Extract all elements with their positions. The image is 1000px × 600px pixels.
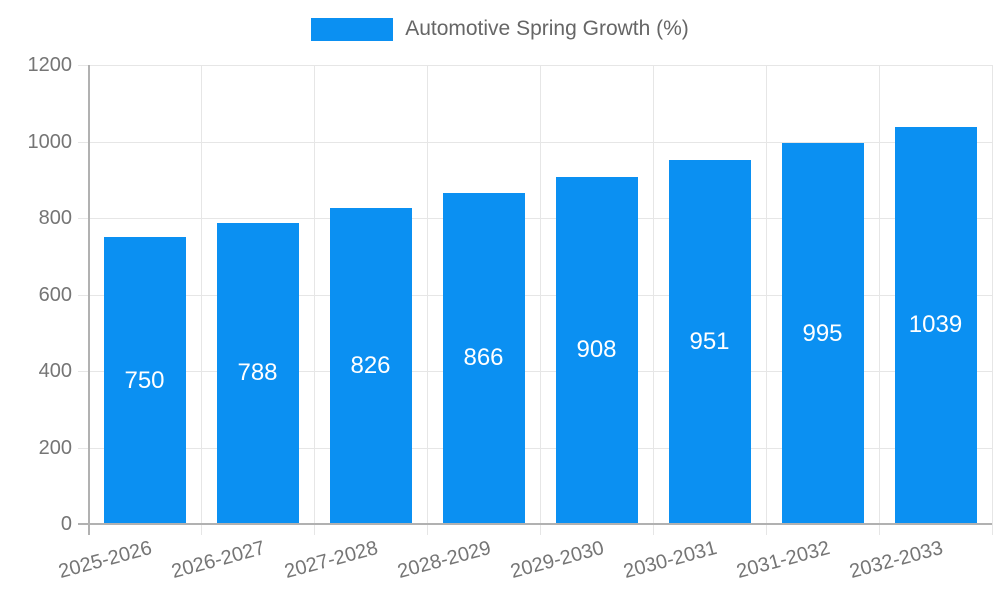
gridline-vertical [992,65,993,524]
bar: 866 [442,192,525,524]
y-tick-label: 200 [38,436,72,459]
bar-value-label: 750 [124,366,165,394]
bar: 788 [216,222,299,524]
x-tick-label: 2029-2030 [508,537,607,584]
bar: 995 [781,143,864,524]
bar-value-label: 788 [237,359,278,387]
gridline-vertical [653,65,654,524]
gridline-vertical [879,65,880,524]
bar: 750 [103,237,186,524]
y-tick-label: 1200 [27,54,73,76]
y-tick-label: 600 [38,283,72,306]
bar-value-label: 951 [689,328,730,356]
bar-value-label: 995 [802,319,843,347]
plot-area: 750 788 826 866 908 951 995 1039 [78,65,993,535]
x-tick-mark [201,524,202,535]
y-tick-mark [78,294,88,296]
y-tick-label: 1000 [27,130,73,153]
bar: 826 [329,208,412,524]
x-tick-label: 2032-2033 [847,537,946,584]
x-tick-mark [879,524,880,535]
legend-item[interactable]: Automotive Spring Growth (%) [311,17,689,41]
y-tick-label: 400 [38,360,72,382]
x-axis-line [78,523,992,525]
gridline-vertical [766,65,767,524]
x-tick-label: 2027-2028 [282,537,381,584]
x-tick-mark [653,524,654,535]
bar-value-label: 826 [350,352,391,380]
y-tick-label: 0 [60,513,72,535]
x-tick-mark [766,524,767,535]
x-tick-label: 2028-2029 [395,537,494,584]
legend-label: Automotive Spring Growth (%) [405,17,689,40]
x-tick-label: 2030-2031 [621,537,720,584]
x-tick-mark [540,524,541,535]
y-tick-mark [78,218,88,219]
y-tick-label: 800 [38,207,72,229]
bar: 908 [555,176,638,524]
x-tick-mark [992,524,993,535]
x-axis: 2025-2026 2026-2027 2027-2028 2028-2029 2029… [56,524,992,600]
x-tick-mark [427,524,428,535]
gridline-vertical [201,65,202,524]
gridline-vertical [427,65,428,524]
bar-value-label: 908 [576,336,617,364]
gridline-vertical [314,65,315,524]
y-tick-mark [78,371,88,372]
y-axis: 0 200 400 600 800 1000 1200 [0,54,73,535]
y-tick-mark [78,141,88,143]
bar: 951 [668,160,751,524]
gridline-vertical [540,65,541,524]
x-tick-mark [314,524,315,535]
bar: 1039 [894,126,977,524]
bar-value-label: 866 [463,344,504,372]
x-tick-label: 2025-2026 [56,537,155,584]
x-tick-label: 2026-2027 [169,537,268,584]
y-tick-mark [78,447,88,449]
y-axis-line [88,65,90,535]
bar-value-label: 1039 [908,311,963,339]
legend: Automotive Spring Growth (%) [0,17,1000,41]
x-tick-label: 2031-2032 [734,537,833,584]
legend-swatch-icon [311,17,394,41]
y-tick-mark [78,65,88,66]
